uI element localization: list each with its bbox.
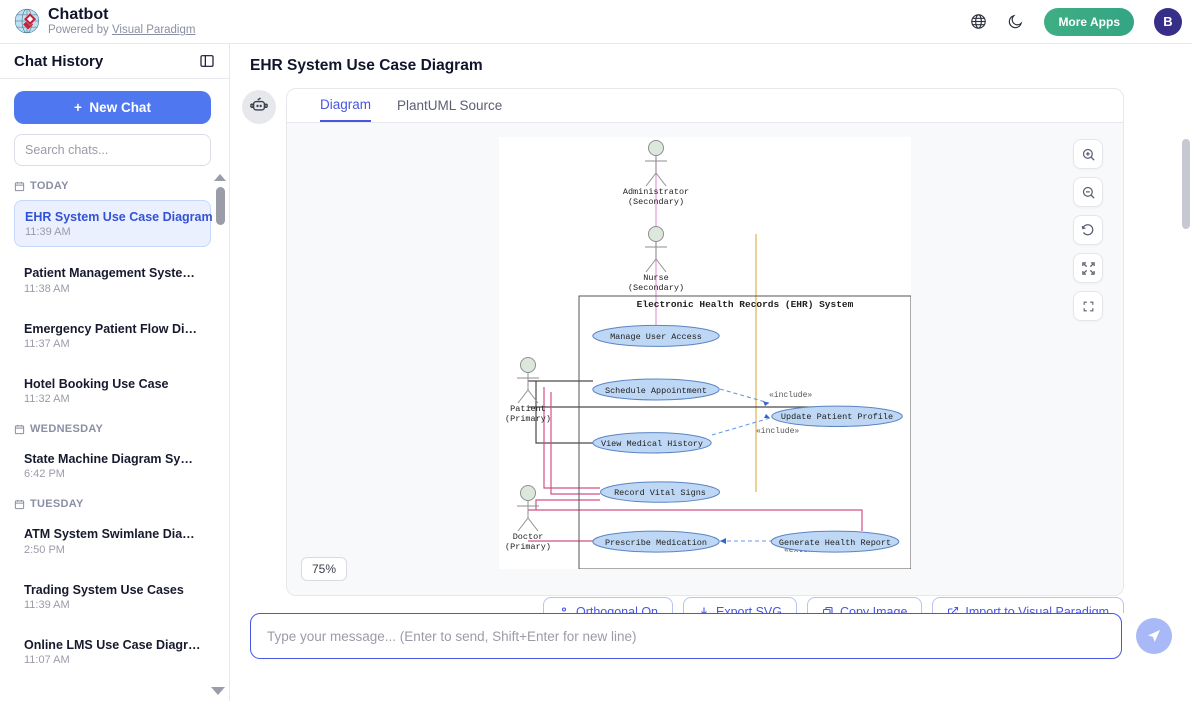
svg-text:(Primary): (Primary) <box>505 414 551 424</box>
svg-text:Administrator: Administrator <box>623 187 689 197</box>
svg-text:Generate Health Report: Generate Health Report <box>779 538 891 548</box>
svg-text:Patient: Patient <box>510 404 546 414</box>
svg-text:(Secondary): (Secondary) <box>628 283 684 293</box>
svg-text:(Primary): (Primary) <box>505 542 551 552</box>
svg-text:Record Vital Signs: Record Vital Signs <box>614 488 706 498</box>
svg-text:View Medical History: View Medical History <box>601 439 703 449</box>
svg-text:(Secondary): (Secondary) <box>628 197 684 207</box>
svg-text:Electronic Health Records (EHR: Electronic Health Records (EHR) System <box>637 299 854 310</box>
svg-text:Nurse: Nurse <box>643 273 669 283</box>
svg-text:Manage User Access: Manage User Access <box>610 332 702 342</box>
svg-text:Prescribe Medication: Prescribe Medication <box>605 538 707 548</box>
svg-text:Schedule Appointment: Schedule Appointment <box>605 386 707 396</box>
svg-text:Update Patient Profile: Update Patient Profile <box>781 412 893 422</box>
svg-text:Doctor: Doctor <box>513 532 544 542</box>
svg-text:«include»: «include» <box>756 427 799 436</box>
svg-text:«include»: «include» <box>769 391 812 400</box>
